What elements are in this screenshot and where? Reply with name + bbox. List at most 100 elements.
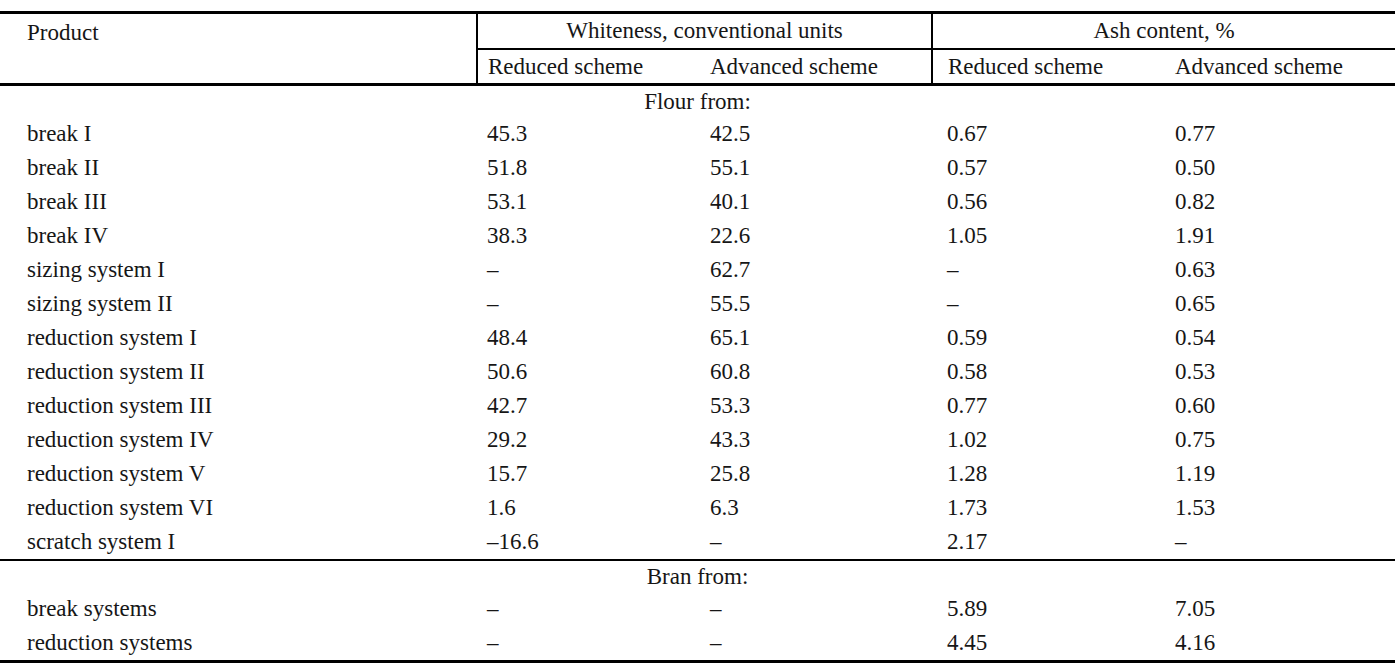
value-cell: 0.60 xyxy=(1160,389,1395,423)
value-cell: 0.58 xyxy=(932,355,1160,389)
value-cell: 0.67 xyxy=(932,117,1160,151)
value-cell: 55.1 xyxy=(700,151,932,185)
value-cell: – xyxy=(700,592,932,626)
table-row: break IV38.322.61.051.91 xyxy=(0,219,1395,253)
value-cell: – xyxy=(932,253,1160,287)
value-cell: 0.82 xyxy=(1160,185,1395,219)
value-cell: 65.1 xyxy=(700,321,932,355)
product-cell: sizing system II xyxy=(0,287,477,321)
column-header-ash-reduced: Reduced scheme xyxy=(932,49,1160,85)
table-row: sizing system II–55.5–0.65 xyxy=(0,287,1395,321)
product-cell: reduction system VI xyxy=(0,491,477,525)
value-cell: 0.65 xyxy=(1160,287,1395,321)
value-cell: 51.8 xyxy=(477,151,700,185)
product-cell: reduction system I xyxy=(0,321,477,355)
table-row: break II51.855.10.570.50 xyxy=(0,151,1395,185)
product-cell: reduction systems xyxy=(0,626,477,662)
value-cell: 0.57 xyxy=(932,151,1160,185)
value-cell: 1.91 xyxy=(1160,219,1395,253)
value-cell: 40.1 xyxy=(700,185,932,219)
section-label: Bran from: xyxy=(0,560,1395,592)
column-group-whiteness: Whiteness, conventional units xyxy=(477,13,932,50)
product-cell: reduction system IV xyxy=(0,423,477,457)
value-cell: 1.53 xyxy=(1160,491,1395,525)
value-cell: 48.4 xyxy=(477,321,700,355)
column-header-whiteness-advanced: Advanced scheme xyxy=(700,49,932,85)
value-cell: 50.6 xyxy=(477,355,700,389)
value-cell: – xyxy=(1160,525,1395,560)
product-cell: reduction system II xyxy=(0,355,477,389)
table-row: reduction system V15.725.81.281.19 xyxy=(0,457,1395,491)
value-cell: – xyxy=(932,287,1160,321)
value-cell: 0.54 xyxy=(1160,321,1395,355)
table-row: scratch system I–16.6–2.17– xyxy=(0,525,1395,560)
table-row: reduction system II50.660.80.580.53 xyxy=(0,355,1395,389)
value-cell: 0.77 xyxy=(1160,117,1395,151)
value-cell: – xyxy=(700,525,932,560)
value-cell: – xyxy=(700,626,932,662)
product-cell: break systems xyxy=(0,592,477,626)
value-cell: 45.3 xyxy=(477,117,700,151)
value-cell: 0.63 xyxy=(1160,253,1395,287)
table-body: Flour from:break I45.342.50.670.77break … xyxy=(0,85,1395,662)
table-row: break systems––5.897.05 xyxy=(0,592,1395,626)
table-row: break I45.342.50.670.77 xyxy=(0,117,1395,151)
value-cell: – xyxy=(477,287,700,321)
product-cell: reduction system III xyxy=(0,389,477,423)
value-cell: 55.5 xyxy=(700,287,932,321)
value-cell: 53.1 xyxy=(477,185,700,219)
section-label: Flour from: xyxy=(0,85,1395,118)
value-cell: 1.02 xyxy=(932,423,1160,457)
table-header: Product Whiteness, conventional units As… xyxy=(0,13,1395,85)
product-cell: sizing system I xyxy=(0,253,477,287)
column-header-whiteness-reduced: Reduced scheme xyxy=(477,49,700,85)
table-row: reduction system IV29.243.31.020.75 xyxy=(0,423,1395,457)
value-cell: 42.5 xyxy=(700,117,932,151)
table-row: sizing system I–62.7–0.63 xyxy=(0,253,1395,287)
column-header-ash-advanced: Advanced scheme xyxy=(1160,49,1395,85)
product-cell: break I xyxy=(0,117,477,151)
value-cell: 1.6 xyxy=(477,491,700,525)
value-cell: 7.05 xyxy=(1160,592,1395,626)
value-cell: 0.75 xyxy=(1160,423,1395,457)
value-cell: – xyxy=(477,253,700,287)
value-cell: 0.50 xyxy=(1160,151,1395,185)
value-cell: 0.53 xyxy=(1160,355,1395,389)
table-row: reduction system III42.753.30.770.60 xyxy=(0,389,1395,423)
table-row: reduction systems––4.454.16 xyxy=(0,626,1395,662)
value-cell: 15.7 xyxy=(477,457,700,491)
value-cell: 0.77 xyxy=(932,389,1160,423)
product-cell: break IV xyxy=(0,219,477,253)
table-row: reduction system I48.465.10.590.54 xyxy=(0,321,1395,355)
product-cell: scratch system I xyxy=(0,525,477,560)
value-cell: 29.2 xyxy=(477,423,700,457)
value-cell: – xyxy=(477,626,700,662)
value-cell: 43.3 xyxy=(700,423,932,457)
value-cell: 2.17 xyxy=(932,525,1160,560)
value-cell: 38.3 xyxy=(477,219,700,253)
value-cell: 62.7 xyxy=(700,253,932,287)
value-cell: 1.28 xyxy=(932,457,1160,491)
value-cell: 0.56 xyxy=(932,185,1160,219)
value-cell: 4.45 xyxy=(932,626,1160,662)
value-cell: 6.3 xyxy=(700,491,932,525)
section-row: Bran from: xyxy=(0,560,1395,592)
value-cell: 60.8 xyxy=(700,355,932,389)
column-header-product: Product xyxy=(0,13,477,85)
product-cell: reduction system V xyxy=(0,457,477,491)
value-cell: 0.59 xyxy=(932,321,1160,355)
value-cell: 5.89 xyxy=(932,592,1160,626)
value-cell: 22.6 xyxy=(700,219,932,253)
value-cell: 1.73 xyxy=(932,491,1160,525)
section-row: Flour from: xyxy=(0,85,1395,118)
value-cell: 25.8 xyxy=(700,457,932,491)
product-cell: break III xyxy=(0,185,477,219)
value-cell: 1.19 xyxy=(1160,457,1395,491)
product-cell: break II xyxy=(0,151,477,185)
value-cell: 53.3 xyxy=(700,389,932,423)
value-cell: – xyxy=(477,592,700,626)
value-cell: 1.05 xyxy=(932,219,1160,253)
paper-table-page: Product Whiteness, conventional units As… xyxy=(0,0,1395,667)
table-row: reduction system VI1.66.31.731.53 xyxy=(0,491,1395,525)
results-table: Product Whiteness, conventional units As… xyxy=(0,11,1395,663)
